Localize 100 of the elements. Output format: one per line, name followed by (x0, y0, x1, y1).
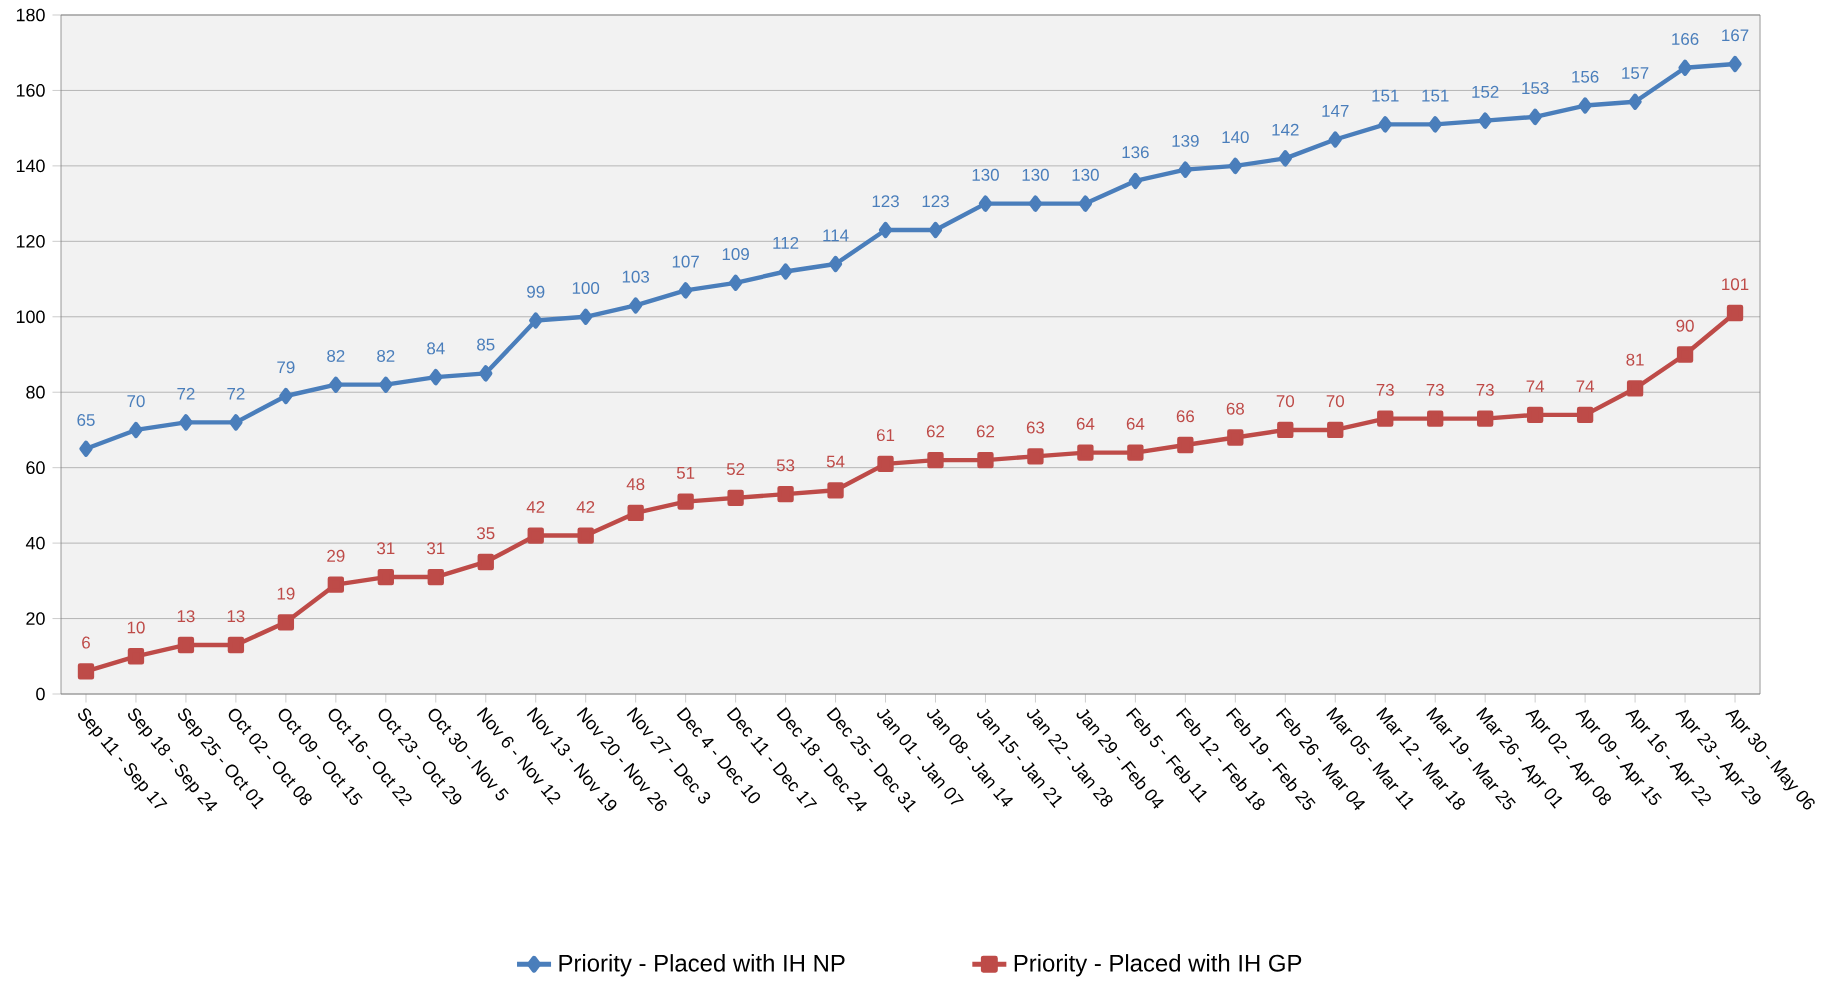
point (1526, 406, 1544, 424)
y-tick-label: 120 (16, 234, 45, 248)
point (1427, 410, 1444, 427)
point (728, 274, 743, 291)
data-label: 13 (227, 610, 245, 623)
data-label: 72 (227, 387, 245, 400)
point (927, 451, 944, 469)
point (277, 614, 295, 631)
point (827, 482, 844, 499)
data-label: 166 (1672, 33, 1699, 46)
data-label: 84 (427, 342, 445, 355)
point (1328, 131, 1342, 148)
data-label: 6 (82, 636, 90, 649)
point (727, 489, 744, 507)
point (1676, 346, 1694, 363)
data-label: 42 (526, 500, 545, 513)
point (1678, 59, 1692, 76)
data-label: 64 (1126, 417, 1145, 430)
data-label: 62 (926, 425, 945, 438)
point (127, 648, 145, 665)
y-tick-label: 100 (16, 310, 45, 324)
data-label: 99 (527, 285, 545, 298)
point (177, 636, 195, 654)
data-label: 151 (1422, 89, 1449, 102)
point (629, 297, 643, 314)
data-label: 109 (722, 248, 749, 261)
point (577, 527, 594, 544)
data-label: 63 (1026, 421, 1045, 434)
point (678, 282, 693, 299)
y-tick-label: 0 (36, 687, 45, 701)
point (928, 221, 943, 239)
point (1478, 112, 1492, 129)
point (1728, 55, 1742, 73)
point (878, 221, 893, 239)
data-label: 112 (773, 236, 799, 249)
data-label: 100 (572, 282, 600, 294)
point (327, 576, 345, 593)
point (778, 263, 793, 280)
point (1078, 195, 1093, 212)
data-label: 82 (377, 349, 395, 362)
data-label: 167 (1722, 29, 1749, 42)
data-label: 53 (776, 459, 795, 472)
data-label: 72 (177, 387, 195, 400)
y-tick-label: 80 (26, 385, 45, 399)
point (1327, 421, 1344, 439)
data-label: 70 (1276, 395, 1295, 408)
data-label: 54 (826, 455, 845, 468)
data-label: 136 (1122, 146, 1149, 159)
point (1127, 444, 1144, 461)
y-tick-label: 160 (16, 84, 45, 97)
data-label: 74 (1576, 380, 1595, 393)
data-label: 139 (1172, 134, 1199, 147)
point (379, 376, 393, 393)
data-label: 90 (1676, 319, 1694, 332)
data-label: 13 (177, 610, 195, 623)
data-label: 107 (672, 255, 699, 268)
data-label: 142 (1272, 123, 1299, 136)
data-label: 73 (1476, 383, 1494, 396)
point (1628, 93, 1642, 110)
point (429, 368, 443, 386)
data-label: 157 (1622, 67, 1649, 79)
point (1378, 116, 1392, 133)
legend-label: Priority - Placed with IH GP (1014, 954, 1302, 977)
data-label: 70 (1326, 395, 1345, 408)
point (677, 493, 694, 510)
point (877, 455, 894, 473)
point (529, 312, 543, 329)
legend-label: Priority - Placed with IH NP (559, 954, 845, 977)
data-label: 61 (876, 429, 895, 442)
data-label: 101 (1722, 278, 1749, 291)
data-label: 156 (1572, 70, 1599, 83)
point (579, 308, 593, 325)
data-label: 29 (327, 549, 345, 562)
data-label: 73 (1376, 383, 1394, 396)
data-label: 19 (277, 587, 295, 600)
point (527, 527, 544, 544)
point (1027, 448, 1044, 465)
point (978, 195, 993, 212)
point (227, 636, 245, 654)
point (229, 414, 243, 431)
point (329, 376, 343, 393)
y-tick-label: 180 (16, 8, 45, 22)
data-label: 52 (726, 463, 745, 476)
point (1227, 429, 1244, 446)
point (477, 553, 494, 571)
data-label: 68 (1226, 402, 1244, 415)
point (977, 451, 994, 469)
data-label: 152 (1472, 85, 1499, 98)
data-label: 81 (1626, 353, 1644, 366)
point (1128, 172, 1143, 190)
point (1178, 161, 1193, 178)
point (479, 365, 493, 382)
point (377, 568, 394, 586)
point (828, 255, 843, 273)
data-label: 103 (622, 270, 650, 283)
point (1428, 116, 1442, 133)
point (279, 387, 293, 405)
data-label: 66 (1176, 410, 1195, 423)
data-label: 65 (77, 414, 95, 427)
data-label: 114 (823, 229, 849, 242)
